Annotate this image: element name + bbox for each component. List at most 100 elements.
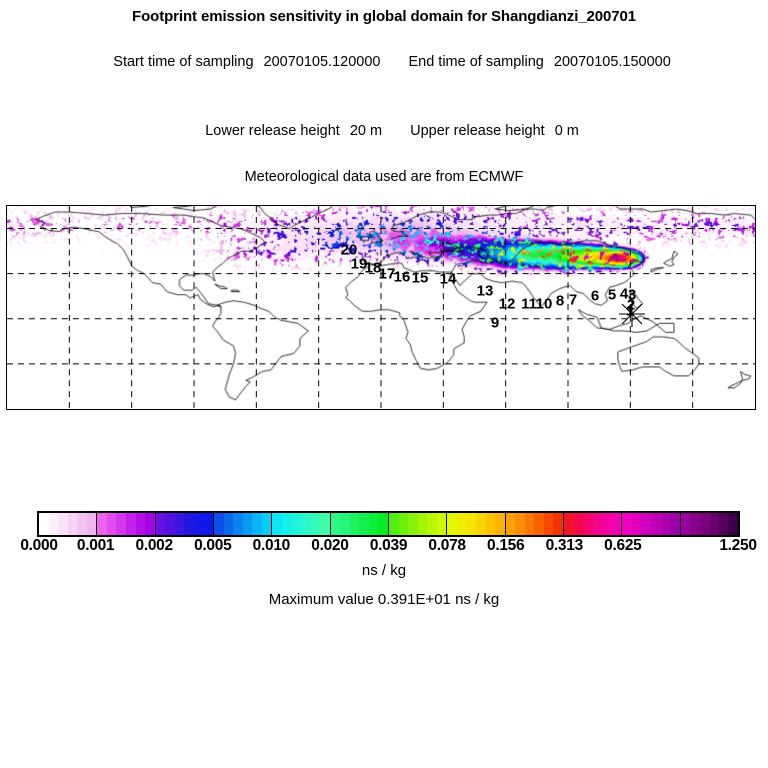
colorbar-segment-5 — [330, 513, 389, 535]
colorbar-swatch — [272, 513, 282, 535]
colorbar-segment-8 — [505, 513, 564, 535]
colorbar-swatch — [611, 513, 622, 535]
colorbar-swatch — [505, 513, 516, 535]
colorbar-swatch — [330, 513, 341, 535]
header-block: Footprint emission sensitivity in global… — [0, 0, 768, 189]
colorbar-swatch — [718, 513, 729, 535]
colorbar-swatch — [126, 513, 136, 535]
colorbar-swatch — [583, 513, 593, 535]
trajectory-hour-label: 15 — [411, 269, 429, 287]
trajectory-hour-label: 8 — [555, 292, 565, 310]
colorbar-tick-9: 0.313 — [545, 537, 584, 554]
colorbar-swatch — [67, 513, 78, 535]
colorbar-swatch — [77, 513, 87, 535]
trajectory-hour-label: 2 — [626, 296, 636, 314]
colorbar-swatch — [417, 513, 428, 535]
colorbar-segment-6 — [388, 513, 448, 535]
maximum-value-label: Maximum value 0.391E+01 ns / kg — [268, 591, 500, 608]
colorbar-tick-2: 0.002 — [135, 537, 174, 554]
colorbar-tick-1: 0.001 — [76, 537, 115, 554]
colorbar-swatch — [193, 513, 204, 535]
colorbar-swatch — [252, 513, 262, 535]
colorbar-swatch — [116, 513, 127, 535]
colorbar-swatch — [602, 513, 612, 535]
trajectory-hour-label: 13 — [476, 282, 494, 300]
trajectory-hour-label: 18 — [364, 259, 382, 277]
start-time-value: 20070105.120000 — [263, 54, 381, 70]
colorbar-swatch — [281, 513, 292, 535]
trajectory-hour-label: 14 — [439, 270, 457, 288]
colorbar-swatch — [261, 513, 272, 535]
trajectory-hour-label: 16 — [393, 268, 411, 286]
colorbar-swatch — [436, 513, 447, 535]
colorbar-swatch — [573, 513, 584, 535]
colorbar-swatch — [690, 513, 700, 535]
colorbar-swatch — [106, 513, 117, 535]
colorbar-segment-11 — [680, 513, 738, 535]
trajectory-hour-label: 12 — [498, 295, 516, 313]
colorbar-swatch — [58, 513, 68, 535]
trajectory-hour-label: 20 — [340, 241, 358, 259]
colorbar-swatch — [86, 513, 97, 535]
colorbar-segment-4 — [272, 513, 331, 535]
colorbar-swatch — [368, 513, 379, 535]
colorbar-swatch — [165, 513, 175, 535]
colorbar-swatch — [622, 513, 632, 535]
colorbar-swatch — [515, 513, 525, 535]
colorbar-swatch — [699, 513, 710, 535]
colorbar-tick-5: 0.020 — [311, 537, 349, 554]
colorbar-swatch — [553, 513, 563, 535]
colorbar-swatch — [388, 513, 399, 535]
colorbar-swatch — [301, 513, 311, 535]
colorbar-tick-0: 0.000 — [20, 537, 58, 554]
colorbar-swatch — [155, 513, 166, 535]
colorbar-swatch — [631, 513, 642, 535]
colorbar-segment-7 — [447, 513, 506, 535]
meteorology-line: Meteorological data used are from ECMWF — [244, 169, 524, 185]
colorbar-tick-8: 0.156 — [487, 537, 525, 554]
colorbar-swatch — [378, 513, 389, 535]
trajectory-hour-label: 3 — [627, 286, 637, 304]
colorbar-segment-3 — [213, 513, 273, 535]
map-panel: 20 19 18 17 16 15 14 13 12 11 10 9 8 7 6 5 4 3 2 1 — [6, 205, 756, 410]
trajectory-hour-label: 19 — [350, 255, 368, 273]
colorbar-tick-11: 1.250 — [719, 537, 757, 554]
colorbar-swatch — [291, 513, 301, 535]
colorbar-swatch — [680, 513, 691, 535]
colorbar-swatch — [650, 513, 661, 535]
trajectory-hour-label: 6 — [590, 287, 600, 305]
page-title: Footprint emission sensitivity in global… — [132, 8, 636, 25]
colorbar-segment-2 — [155, 513, 214, 535]
colorbar-swatch — [242, 513, 253, 535]
colorbar-swatch — [340, 513, 350, 535]
colorbar-swatch — [475, 513, 486, 535]
lower-release-height-value: 20 m — [349, 123, 383, 139]
colorbar-swatch — [184, 513, 194, 535]
colorbar-swatch — [543, 513, 554, 535]
trajectory-hour-label: 17 — [378, 265, 396, 283]
colorbar-swatch — [320, 513, 330, 535]
colorbar-swatch — [456, 513, 467, 535]
colorbar-swatch — [398, 513, 409, 535]
colorbar-swatch — [641, 513, 651, 535]
colorbar — [37, 511, 740, 537]
colorbar-tick-labels: 0.000 0.001 0.002 0.005 0.010 0.020 0.039 0.078… — [0, 537, 768, 557]
sampling-time-line: Start time of sampling 20070105.120000 End… — [0, 28, 768, 97]
upper-release-height-label: Upper release height — [410, 123, 545, 139]
colorbar-segment-1 — [97, 513, 156, 535]
start-time-label: Start time of sampling — [113, 54, 254, 70]
colorbar-swatch — [48, 513, 59, 535]
colorbar-swatch — [408, 513, 418, 535]
colorbar-swatch — [427, 513, 437, 535]
lower-release-height-label: Lower release height — [205, 123, 340, 139]
colorbar-tick-3: 0.005 — [194, 537, 232, 554]
colorbar-swatch — [135, 513, 146, 535]
colorbar-swatch — [145, 513, 155, 535]
colorbar-swatch — [174, 513, 185, 535]
colorbar-tick-7: 0.078 — [428, 537, 466, 554]
colorbar-swatch — [349, 513, 360, 535]
colorbar-swatch — [359, 513, 369, 535]
end-time-label: End time of sampling — [408, 54, 544, 70]
colorbar-segment-9 — [563, 513, 623, 535]
colorbar-swatch — [709, 513, 719, 535]
